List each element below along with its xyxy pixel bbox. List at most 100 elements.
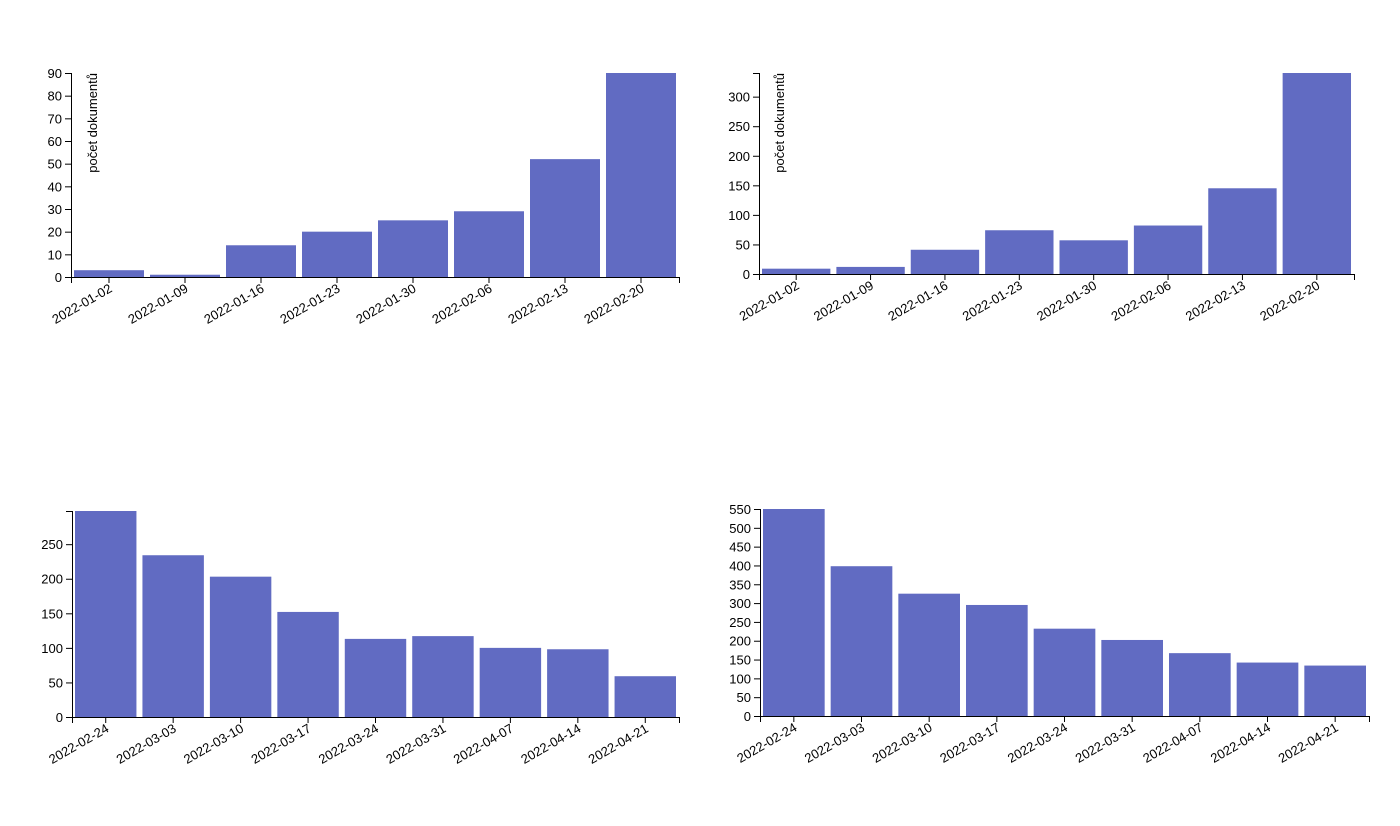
y-tick-label: 550 (729, 502, 751, 517)
y-tick-label: 200 (41, 572, 63, 587)
bar-2022-03-31 (412, 636, 474, 717)
y-tick-label: 80 (48, 89, 62, 104)
y-tick-label: 500 (729, 521, 751, 536)
y-axis-line (65, 73, 72, 278)
y-axis-title: počet dokumentů (85, 73, 100, 173)
bar-2022-03-17 (966, 604, 1028, 716)
y-tick-label: 100 (41, 641, 63, 656)
y-tick-label: 150 (728, 178, 750, 193)
bar-2022-02-06 (1133, 225, 1203, 274)
x-tick-label: 2022-04-07 (1140, 720, 1205, 766)
x-tick-label: 2022-03-10 (181, 721, 246, 767)
y-tick-label: 0 (743, 267, 750, 282)
y-tick-label: 90 (48, 66, 62, 81)
y-tick-label: 250 (728, 119, 750, 134)
x-tick-label: 2022-04-14 (1208, 720, 1273, 766)
y-tick-label: 60 (48, 134, 62, 149)
y-tick-label: 0 (55, 270, 62, 285)
y-tick-label: 450 (729, 540, 751, 555)
bar-2022-03-10 (898, 593, 960, 716)
x-tick-label: 2022-02-24 (734, 720, 799, 766)
x-tick-label: 2022-02-20 (581, 281, 646, 327)
y-tick-label: 0 (56, 710, 63, 725)
x-tick-label: 2022-03-31 (383, 721, 448, 767)
x-tick-label: 2022-01-30 (1034, 278, 1099, 324)
x-tick-label: 2022-01-09 (125, 281, 190, 327)
y-tick-label: 50 (737, 690, 751, 705)
x-tick-label: 2022-03-24 (316, 721, 381, 767)
x-tick-label: 2022-03-17 (248, 721, 313, 767)
bar-2022-02-13 (530, 159, 600, 277)
x-tick-label: 2022-03-03 (802, 720, 867, 766)
x-tick-label: 2022-03-10 (870, 720, 935, 766)
y-tick-label: 30 (48, 202, 62, 217)
x-tick-label: 2022-01-23 (277, 281, 342, 327)
y-tick-label: 50 (48, 157, 62, 172)
bar-2022-04-14 (547, 649, 609, 717)
bar-2022-02-13 (1208, 188, 1277, 274)
y-tick-label: 100 (728, 208, 750, 223)
x-tick-label: 2022-02-06 (1108, 278, 1173, 324)
x-tick-label: 2022-03-17 (937, 720, 1002, 766)
bar-2022-02-06 (454, 211, 524, 277)
x-tick-label: 2022-01-16 (201, 281, 266, 327)
x-tick-label: 2022-02-13 (505, 281, 570, 327)
x-axis-line (71, 277, 680, 283)
bar-2022-03-10 (209, 576, 272, 717)
y-tick-label: 200 (728, 149, 750, 164)
bar-2022-02-24 (763, 509, 825, 716)
bar-2022-01-09 (836, 266, 905, 274)
bar-2022-01-02 (74, 270, 144, 277)
y-tick-label: 150 (41, 606, 63, 621)
y-tick-label: 250 (41, 537, 63, 552)
x-tick-label: 2022-01-02 (49, 281, 114, 327)
x-tick-label: 2022-04-07 (451, 721, 516, 767)
bar-2022-02-20 (606, 73, 676, 277)
y-axis-line (753, 73, 760, 275)
y-tick-label: 50 (736, 237, 750, 252)
y-tick-label: 400 (729, 558, 751, 573)
y-tick-label: 50 (49, 675, 63, 690)
bar-2022-03-03 (142, 555, 204, 717)
x-tick-label: 2022-01-23 (960, 278, 1025, 324)
y-axis-title: počet dokumentů (772, 73, 787, 173)
bar-2022-01-30 (1059, 240, 1128, 274)
y-tick-label: 10 (48, 247, 62, 262)
x-tick-label: 2022-03-03 (114, 721, 179, 767)
x-tick-label: 2022-02-06 (429, 281, 494, 327)
x-tick-label: 2022-01-09 (811, 278, 876, 324)
x-tick-label: 2022-04-21 (586, 721, 651, 767)
bar-2022-01-23 (302, 231, 372, 277)
y-tick-label: 300 (729, 596, 751, 611)
x-tick-label: 2022-01-30 (353, 281, 418, 327)
x-tick-label: 2022-04-14 (518, 721, 583, 767)
x-tick-label: 2022-03-31 (1073, 720, 1138, 766)
y-tick-label: 250 (729, 615, 751, 630)
x-tick-label: 2022-04-21 (1276, 720, 1341, 766)
chart-svg: 0 50 100 150 200 250 300 350 400 450 500 550 2022-02… (729, 502, 1370, 766)
y-tick-label: 100 (729, 671, 751, 686)
bar-2022-01-23 (985, 230, 1054, 274)
x-tick-label: 2022-01-02 (737, 278, 802, 324)
y-tick-label: 70 (48, 111, 62, 126)
bar-2022-04-21 (614, 676, 676, 717)
chart-weekly-documents-jan-feb-a: 0 10 20 30 40 50 60 70 80 90 2022-01-02 2022-01-09 2… (0, 0, 700, 413)
bar-2022-03-03 (830, 566, 893, 716)
bar-2022-03-24 (344, 638, 407, 717)
bar-2022-01-16 (226, 245, 296, 277)
x-tick-label: 2022-01-16 (885, 278, 950, 324)
bar-2022-01-09 (150, 274, 220, 277)
bar-2022-04-07 (1169, 653, 1231, 716)
bar-2022-01-02 (762, 268, 831, 274)
x-axis-line (759, 274, 1355, 280)
chart-weekly-documents-feb-apr-a: 0 50 100 150 200 250 2022-02-24 2022-03-03 2022-… (0, 413, 700, 826)
bar-2022-01-30 (378, 220, 448, 277)
y-tick-label: 350 (729, 577, 751, 592)
x-tick-label: 2022-02-13 (1183, 278, 1248, 324)
bar-2022-02-20 (1282, 73, 1352, 274)
bar-2022-01-16 (910, 249, 980, 274)
y-axis-line (754, 509, 761, 717)
